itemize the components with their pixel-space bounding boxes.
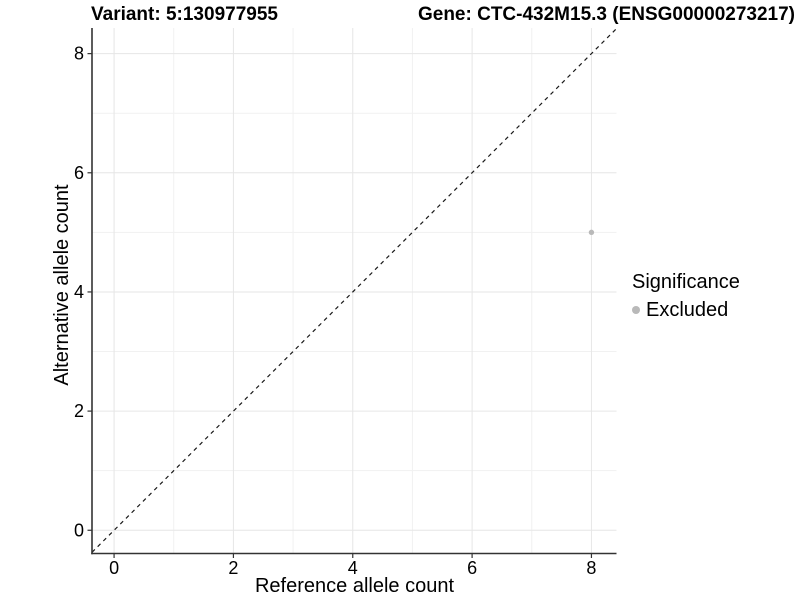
excluded-point-icon: [632, 306, 640, 314]
x-tick-label: 2: [228, 558, 238, 578]
x-tick-label: 8: [586, 558, 596, 578]
y-tick-label: 2: [74, 401, 84, 421]
legend-title: Significance: [632, 271, 740, 293]
x-tick-label: 4: [348, 558, 358, 578]
x-tick-label: 0: [109, 558, 119, 578]
y-tick-label: 0: [74, 520, 84, 540]
y-tick-label: 8: [74, 44, 84, 64]
data-point: [588, 229, 595, 236]
legend-item-excluded: Excluded: [632, 298, 740, 322]
y-tick-label: 4: [74, 282, 84, 302]
legend-label: Excluded: [646, 299, 729, 321]
x-axis-title: Reference allele count: [254, 575, 454, 597]
y-axis-title: Alternative allele count: [51, 184, 73, 386]
y-tick-label: 6: [74, 163, 84, 183]
identity-reference-line: [91, 28, 617, 553]
legend: Significance Excluded: [632, 270, 740, 322]
x-tick-label: 6: [467, 558, 477, 578]
